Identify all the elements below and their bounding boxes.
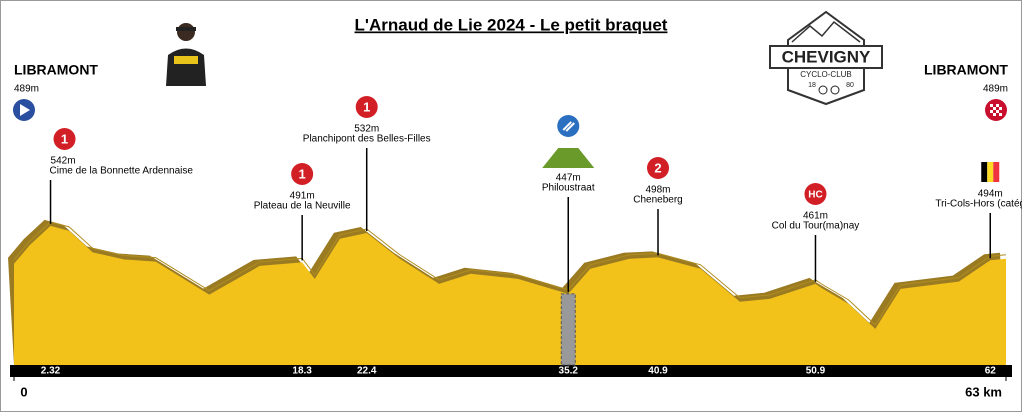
x-tick-label: 63 km <box>965 384 1002 399</box>
km-label: 22.4 <box>357 366 377 377</box>
km-label: 62 <box>985 366 997 377</box>
km-label: 40.9 <box>648 366 668 377</box>
category-label: 2 <box>654 160 661 175</box>
profile-line <box>13 221 1007 326</box>
logo-year: 18 <box>808 82 816 89</box>
climb-altitude: 542m <box>51 156 76 167</box>
cobble-hill <box>542 148 595 168</box>
cobble-stripes <box>562 121 575 132</box>
logo-name: CHEVIGNY <box>782 47 871 66</box>
profile-area <box>14 225 1006 365</box>
flag-black <box>981 162 988 182</box>
start-icon <box>13 99 35 121</box>
climb-altitude: 447m <box>556 173 581 184</box>
climb-name: Planchipont des Belles-Filles <box>303 134 431 145</box>
km-label: 2.32 <box>41 366 61 377</box>
climb-name: Tri-Cols-Hors (catégorie) <box>935 199 1022 210</box>
club-logo: CHEVIGNY CYCLO-CLUB 18 80 <box>769 10 883 106</box>
start-altitude: 489m <box>14 84 39 95</box>
logo-year: 80 <box>846 82 854 89</box>
climb-name: Philoustraat <box>542 183 595 194</box>
climb-altitude: 532m <box>354 124 379 135</box>
flag-yellow <box>987 162 994 182</box>
km-label: 35.2 <box>559 366 579 377</box>
climb-name: Cheneberg <box>633 195 682 206</box>
category-badge <box>804 183 827 205</box>
category-label: HC <box>808 190 822 201</box>
km-bar <box>10 365 1012 377</box>
x-tick-label: 0 <box>20 384 27 399</box>
cobbles <box>560 293 576 366</box>
km-label: 50.9 <box>806 366 826 377</box>
rider-photo <box>160 18 210 86</box>
category-badge <box>647 157 670 179</box>
category-badge <box>355 96 378 118</box>
chart-title: L'Arnaud de Lie 2024 - Le petit braquet <box>355 15 668 34</box>
climb-altitude: 491m <box>290 191 315 202</box>
category-badge <box>291 163 314 185</box>
cobble-icon <box>542 115 595 168</box>
flag-icon <box>981 162 1000 182</box>
climb-name: Plateau de la Neuville <box>254 201 351 212</box>
category-label: 1 <box>61 131 68 146</box>
category-badge <box>53 128 76 150</box>
category-label: 1 <box>299 166 306 181</box>
climb-name: Cime de la Bonnette Ardennaise <box>50 166 194 177</box>
climb-altitude: 494m <box>978 189 1003 200</box>
start-name: LIBRAMONT <box>14 62 98 78</box>
logo-subtitle: CYCLO-CLUB <box>800 70 852 79</box>
climb-altitude: 461m <box>803 211 828 222</box>
climb-name: Col du Tour(ma)nay <box>772 221 860 232</box>
km-label: 18.3 <box>292 366 312 377</box>
finish-altitude: 489m <box>983 84 1008 95</box>
finish-name: LIBRAMONT <box>924 62 1008 78</box>
category-label: 1 <box>363 99 370 114</box>
finish-icon <box>985 99 1007 121</box>
flag-red <box>993 162 1000 182</box>
climb-altitude: 498m <box>646 185 671 196</box>
